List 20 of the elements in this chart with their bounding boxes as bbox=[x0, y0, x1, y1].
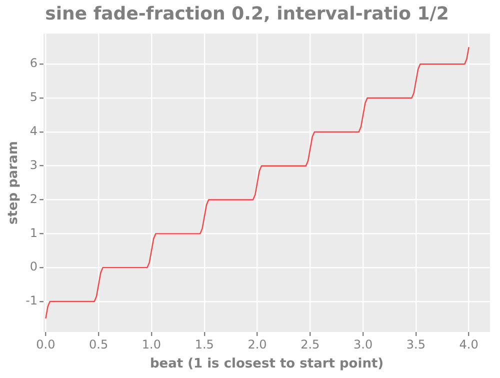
y-tick-label: 3 bbox=[30, 158, 38, 172]
y-tick-label: -1 bbox=[26, 294, 38, 308]
y-tick-label: 0 bbox=[30, 260, 38, 274]
x-axis-title: beat (1 is closest to start point) bbox=[150, 356, 384, 372]
y-tick-label: 4 bbox=[30, 124, 38, 138]
chart-title: sine fade-fraction 0.2, interval-ratio 1/2 bbox=[45, 3, 449, 24]
x-tick-label: 4.0 bbox=[459, 337, 478, 352]
x-tick-label: 2.5 bbox=[300, 337, 320, 352]
x-tick-label: 0.0 bbox=[36, 337, 56, 352]
x-tick-label: 3.0 bbox=[354, 337, 373, 352]
x-tick-label: 1.5 bbox=[194, 337, 214, 352]
y-tick-label: 6 bbox=[30, 56, 38, 70]
x-tick-label: 1.0 bbox=[142, 337, 162, 352]
y-axis-title: step param bbox=[6, 141, 22, 225]
y-tick-label: 5 bbox=[30, 90, 38, 104]
x-tick-label: 0.5 bbox=[89, 337, 108, 352]
x-tick-label: 2.0 bbox=[248, 337, 267, 352]
y-tick-label: 1 bbox=[30, 226, 38, 240]
y-tick-label: 2 bbox=[30, 192, 38, 206]
x-tick-label: 3.5 bbox=[406, 337, 426, 352]
